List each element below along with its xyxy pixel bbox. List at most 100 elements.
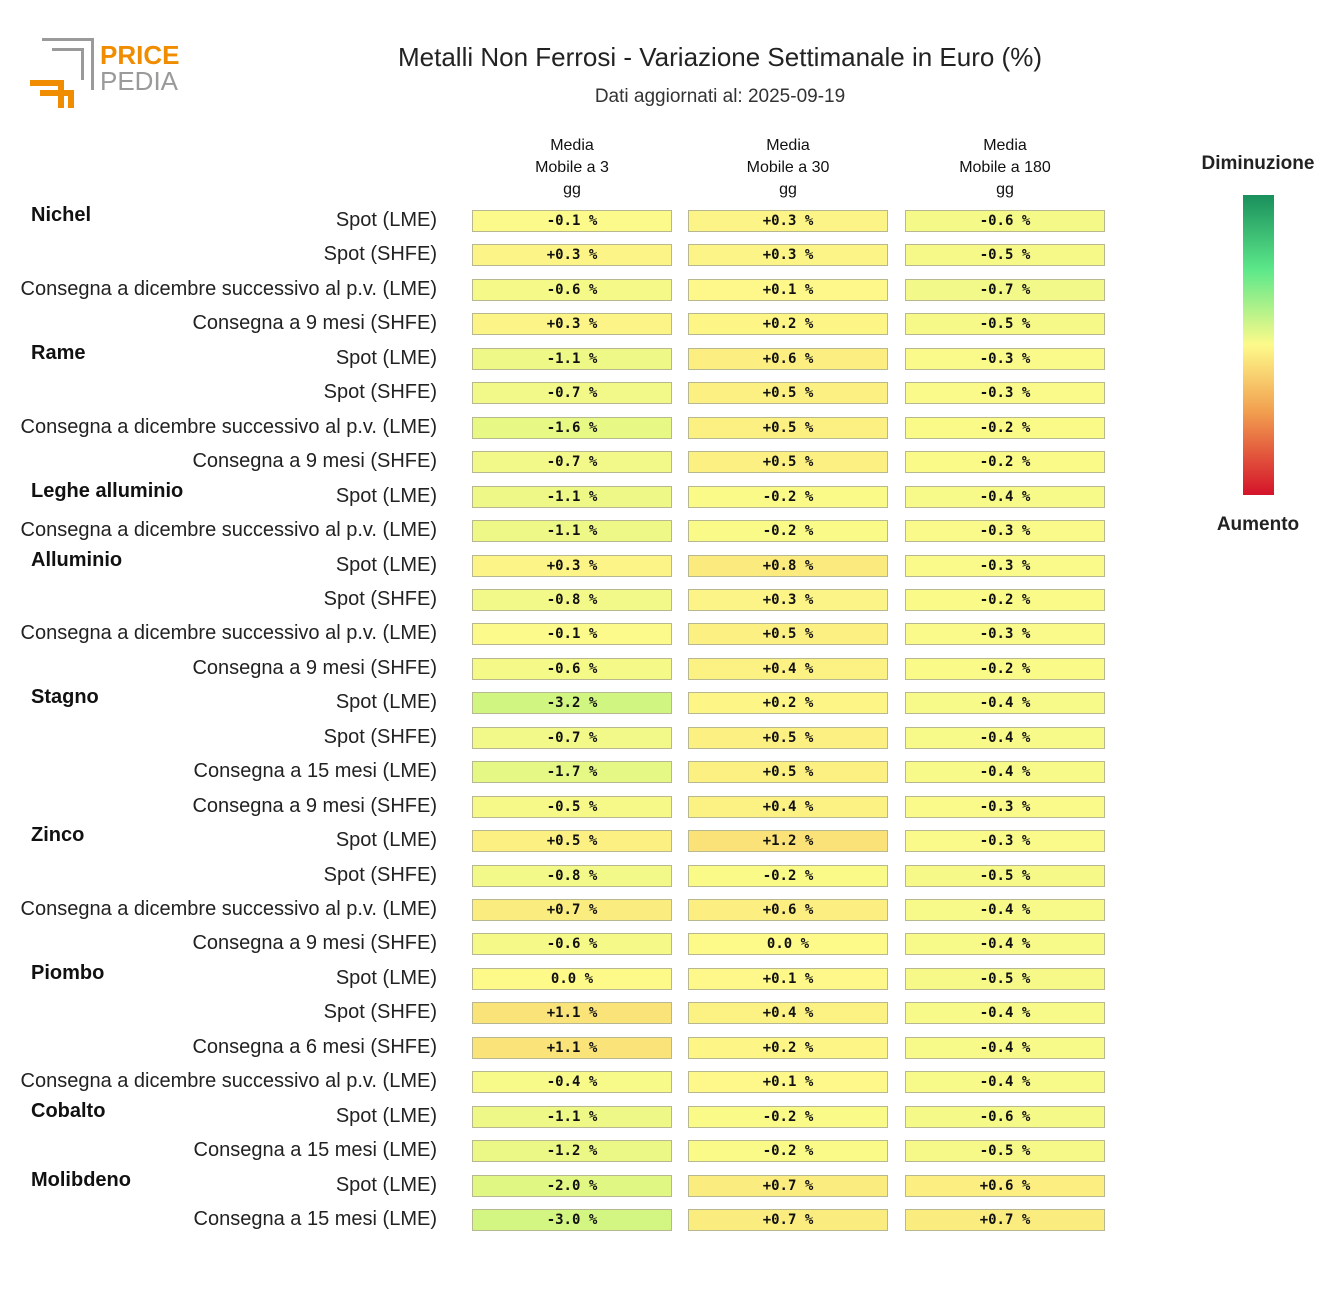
heatmap-cell: -0.4 % <box>905 1071 1105 1094</box>
heatmap-cell: -0.5 % <box>905 1140 1105 1163</box>
heatmap-cell: -0.4 % <box>905 1002 1105 1025</box>
column-header: Media Mobile a 180 gg <box>904 135 1106 201</box>
row-label: Consegna a 15 mesi (LME) <box>193 760 437 783</box>
heatmap-cell: -0.2 % <box>905 451 1105 474</box>
heatmap-cell: +0.3 % <box>472 244 672 267</box>
heatmap-cell: -1.1 % <box>472 1105 672 1128</box>
row-label: Consegna a dicembre successivo al p.v. (… <box>20 1070 437 1093</box>
row-label: Consegna a 9 mesi (SHFE) <box>192 932 437 955</box>
heatmap-cell: +0.3 % <box>688 244 888 267</box>
heatmap-cell: -0.5 % <box>905 967 1105 990</box>
row-label: Spot (LME) <box>335 691 437 714</box>
heatmap-cell: -1.1 % <box>472 520 672 543</box>
legend-color-bar <box>1243 195 1274 495</box>
logo-mark-icon <box>30 38 94 108</box>
group-label: Molibdeno <box>31 1168 131 1191</box>
heatmap-cell: -0.7 % <box>472 382 672 405</box>
row-label: Spot (LME) <box>335 966 437 989</box>
heatmap-cell: -0.5 % <box>905 313 1105 336</box>
row-label: Consegna a 15 mesi (LME) <box>193 1208 437 1231</box>
heatmap-cell: -0.6 % <box>905 1105 1105 1128</box>
heatmap-cell: -0.6 % <box>905 210 1105 232</box>
heatmap-cell: -0.8 % <box>472 588 672 611</box>
column-header-line: Mobile a 180 <box>959 159 1051 176</box>
heatmap-cell: +0.5 % <box>688 623 888 646</box>
row-label: Spot (LME) <box>335 484 437 507</box>
group-label: Stagno <box>31 686 99 709</box>
heatmap-cell: +1.1 % <box>472 1002 672 1025</box>
heatmap-cell: -0.3 % <box>905 795 1105 818</box>
heatmap-cell: -0.7 % <box>905 278 1105 301</box>
heatmap-cell: -0.3 % <box>905 830 1105 853</box>
row-label: Spot (LME) <box>335 1173 437 1196</box>
column-header: Media Mobile a 3 gg <box>471 135 673 201</box>
row-label: Spot (LME) <box>335 829 437 852</box>
heatmap-cell: +0.1 % <box>688 1071 888 1094</box>
heatmap-cell: -0.4 % <box>472 1071 672 1094</box>
heatmap-cell: +0.5 % <box>688 726 888 749</box>
heatmap-cell: -0.4 % <box>905 485 1105 508</box>
heatmap-cell: +0.5 % <box>688 451 888 474</box>
heatmap-cell: -0.2 % <box>905 657 1105 680</box>
heatmap-cell: +0.7 % <box>688 1209 888 1232</box>
column-header-line: gg <box>779 181 797 198</box>
heatmap-cell: -0.5 % <box>905 864 1105 887</box>
heatmap-cell: +0.5 % <box>688 382 888 405</box>
legend-label-bottom: Aumento <box>1216 514 1300 535</box>
row-label: Spot (SHFE) <box>323 725 437 748</box>
heatmap-cell: -1.7 % <box>472 761 672 784</box>
heatmap-cell: -0.4 % <box>905 726 1105 749</box>
heatmap-cell: -0.4 % <box>905 692 1105 715</box>
heatmap-cell: +0.3 % <box>472 313 672 336</box>
row-label: Consegna a dicembre successivo al p.v. (… <box>20 415 437 438</box>
heatmap-cell: -0.6 % <box>472 933 672 956</box>
heatmap-cell: +0.7 % <box>688 1174 888 1197</box>
heatmap-cell: -0.2 % <box>688 1105 888 1128</box>
heatmap-cell: -0.3 % <box>905 382 1105 405</box>
heatmap-cell: +0.3 % <box>688 210 888 232</box>
column-header-line: Mobile a 3 <box>535 159 609 176</box>
heatmap-cell: -1.1 % <box>472 485 672 508</box>
heatmap-cell: +0.5 % <box>472 830 672 853</box>
heatmap-cell: +1.2 % <box>688 830 888 853</box>
chart-title: Metalli Non Ferrosi - Variazione Settima… <box>398 42 1042 72</box>
heatmap-cell: 0.0 % <box>688 933 888 956</box>
heatmap-cell: -2.0 % <box>472 1174 672 1197</box>
heatmap-cell: +0.4 % <box>688 657 888 680</box>
group-label: Rame <box>31 341 86 364</box>
row-label: Spot (LME) <box>335 346 437 369</box>
heatmap-cell: +0.2 % <box>688 1036 888 1059</box>
heatmap-cell: -3.2 % <box>472 692 672 715</box>
heatmap-cell: -0.2 % <box>688 1140 888 1163</box>
heatmap-cell: +0.3 % <box>688 588 888 611</box>
heatmap-cell: -0.7 % <box>472 726 672 749</box>
heatmap-cell: -0.7 % <box>472 451 672 474</box>
heatmap-cell: -0.6 % <box>472 657 672 680</box>
column-header-line: Media <box>983 137 1027 154</box>
logo-word-pedia: PEDIA <box>100 66 179 96</box>
heatmap-cell: -0.3 % <box>905 347 1105 370</box>
heatmap-cell: +0.5 % <box>688 761 888 784</box>
heatmap-cell: -1.1 % <box>472 347 672 370</box>
heatmap-cell: +0.7 % <box>472 899 672 921</box>
heatmap-cell: +0.6 % <box>688 899 888 921</box>
row-label: Spot (SHFE) <box>323 243 437 266</box>
heatmap-cell: +0.4 % <box>688 795 888 818</box>
heatmap-cell: -3.0 % <box>472 1209 672 1232</box>
row-label: Consegna a dicembre successivo al p.v. (… <box>20 277 437 300</box>
row-label: Consegna a 9 mesi (SHFE) <box>192 794 437 817</box>
row-label: Spot (SHFE) <box>323 1001 437 1024</box>
row-label: Consegna a dicembre successivo al p.v. (… <box>20 622 437 645</box>
row-label: Consegna a 6 mesi (SHFE) <box>192 1035 437 1058</box>
pricepedia-logo: PRICE PEDIA <box>30 38 179 108</box>
heatmap-cell: +0.4 % <box>688 1002 888 1025</box>
group-label: Piombo <box>31 961 105 984</box>
heatmap-cell: -1.2 % <box>472 1140 672 1163</box>
logo-word-price: PRICE <box>100 40 179 70</box>
row-label: Spot (LME) <box>335 209 437 231</box>
row-label: Spot (SHFE) <box>323 587 437 610</box>
row-label: Consegna a 9 mesi (SHFE) <box>192 450 437 473</box>
heatmap-cell: -0.2 % <box>688 485 888 508</box>
heatmap-cell: +0.8 % <box>688 554 888 577</box>
column-header-line: Media <box>550 137 594 154</box>
